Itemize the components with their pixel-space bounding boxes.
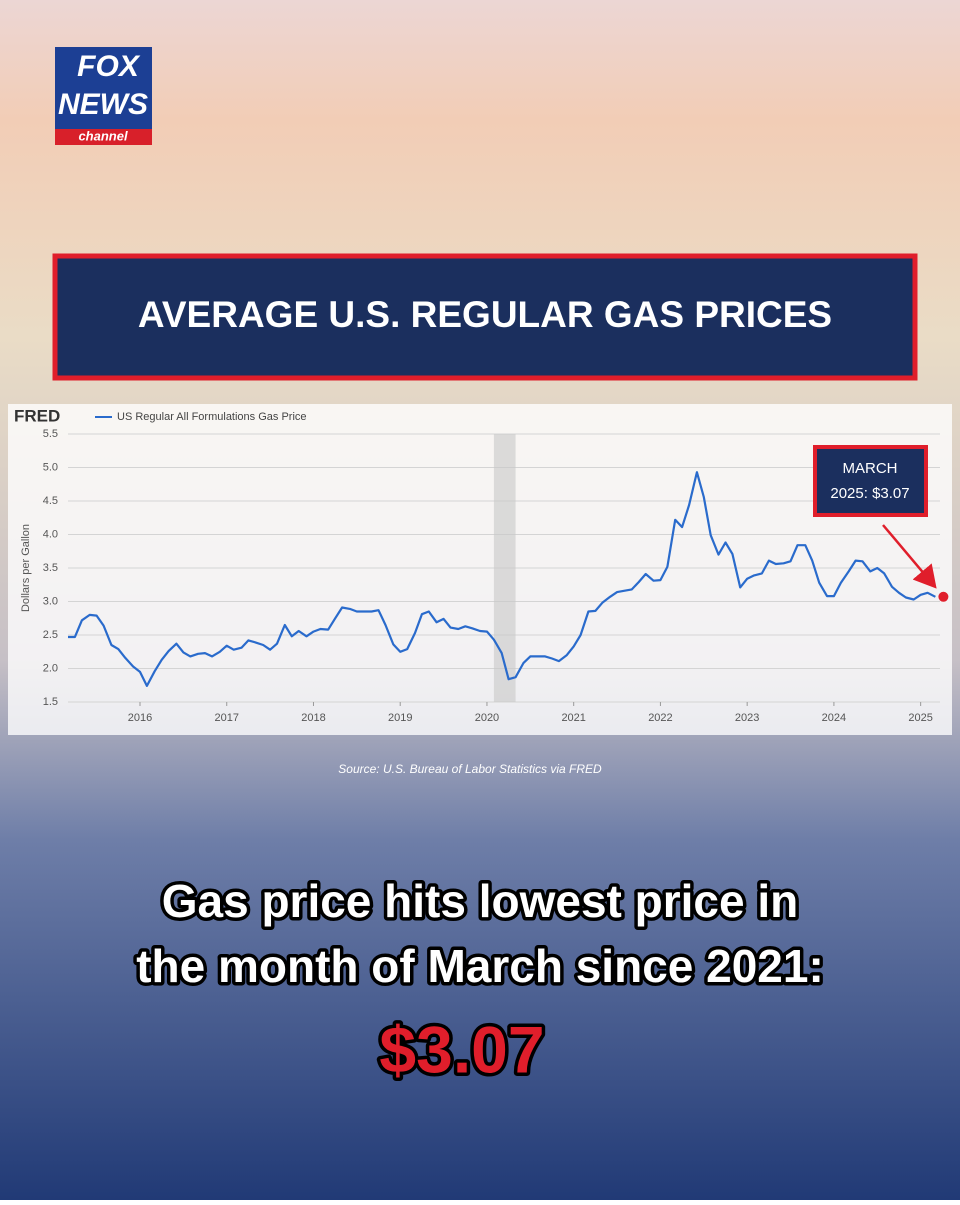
annotation-text: 2025: $3.07: [830, 485, 909, 502]
y-tick-label: 2.5: [43, 629, 58, 641]
source: Source: U.S. Bureau of Labor Statistics …: [338, 762, 602, 776]
logo-text: NEWS: [58, 88, 148, 121]
y-tick-label: 2.0: [43, 662, 58, 674]
recession-band: [493, 434, 516, 702]
line-series: [68, 471, 936, 687]
logo-strip: [55, 129, 152, 145]
headline: the month of March since 2021:: [136, 940, 824, 992]
x-tick-label: 2016: [128, 712, 152, 724]
logo-text: channel: [78, 128, 128, 143]
y-tick-label: 1.5: [43, 696, 58, 708]
y-tick-label: 5.0: [43, 461, 58, 473]
logo: FOX NEWS channel: [55, 47, 152, 145]
title: AVERAGE U.S. REGULAR GAS PRICES: [138, 294, 832, 335]
x-tick-label: 2025: [908, 712, 932, 724]
highlight-point: [938, 591, 949, 602]
y-tick-label: 4.0: [43, 528, 58, 540]
y-tick-label: 3.5: [43, 562, 58, 574]
x-tick-label: 2023: [735, 712, 759, 724]
annotation-text: MARCH: [843, 460, 898, 477]
headline: Gas price hits lowest price in: [162, 875, 799, 927]
logo-text: FOX: [77, 50, 141, 83]
x-tick-label: 2019: [388, 712, 412, 724]
annotation-box: [813, 445, 928, 517]
x-tick-label: 2022: [648, 712, 672, 724]
y-axis-label: Dollars per Gallon: [20, 524, 32, 612]
legend-label: US Regular All Formulations Gas Price: [117, 411, 307, 423]
y-tick-label: 5.5: [43, 428, 58, 440]
y-tick-label: 4.5: [43, 495, 58, 507]
headline-price: $3.07: [379, 1012, 544, 1086]
brand: FRED: [14, 406, 60, 425]
x-tick-label: 2020: [475, 712, 499, 724]
x-tick-label: 2024: [822, 712, 846, 724]
x-tick-label: 2017: [214, 712, 238, 724]
plot: 1.5 2.0 2.5 3.0 3.5 4.0 4.5 5.0 5.5 2016 2017 2018 2…: [43, 428, 949, 724]
chart-panel: [8, 404, 952, 735]
annotation-arrow: [882, 524, 937, 589]
y-tick-label: 3.0: [43, 595, 58, 607]
x-tick-label: 2021: [561, 712, 585, 724]
logo-box: [55, 47, 152, 129]
title-box: [52, 253, 918, 381]
x-tick-label: 2018: [301, 712, 325, 724]
